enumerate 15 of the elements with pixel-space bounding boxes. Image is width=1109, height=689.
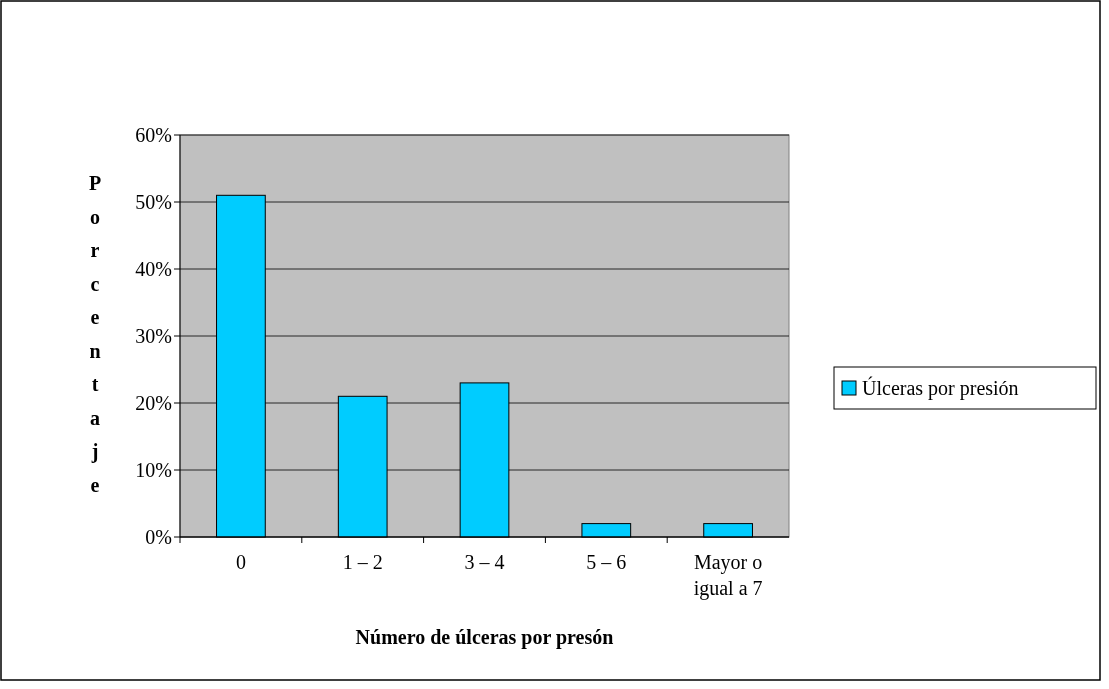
y-tick-label: 60% — [135, 124, 172, 146]
y-tick-label: 20% — [135, 392, 172, 414]
x-tick-label: 5 – 6 — [586, 551, 627, 573]
x-tick-label: Mayor o igual a 7 — [693, 551, 763, 600]
y-tick-label: 50% — [135, 191, 172, 213]
x-tick-label: 1 – 2 — [342, 551, 383, 573]
x-tick-label: 3 – 4 — [464, 551, 505, 573]
x-axis-title: Número de úlceras por presón — [355, 626, 614, 649]
y-tick-label: 0% — [145, 526, 172, 548]
y-tick-label: 40% — [135, 258, 172, 280]
y-tick-label: 10% — [135, 459, 172, 481]
y-tick-label: 30% — [135, 325, 172, 347]
x-tick-label: 0 — [235, 551, 246, 573]
legend-label: Úlceras por presión — [862, 376, 1019, 400]
text: Porcentaje — [88, 172, 102, 496]
